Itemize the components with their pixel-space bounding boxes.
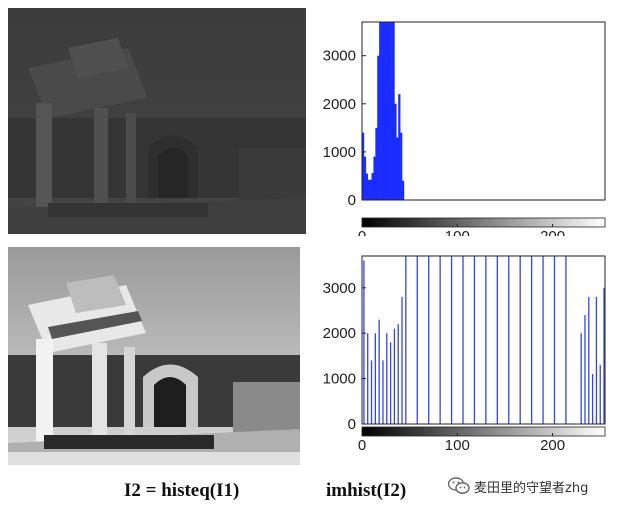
y-tick-label: 3000 bbox=[323, 48, 356, 65]
x-tick-label: 0 bbox=[358, 228, 366, 236]
hist-bar bbox=[388, 22, 391, 200]
hist-bar bbox=[396, 137, 399, 200]
axes-box bbox=[361, 21, 606, 201]
hist-bar bbox=[384, 22, 388, 200]
y-tick-label: 0 bbox=[348, 416, 356, 433]
hist-bar bbox=[369, 179, 372, 200]
hist-background bbox=[310, 8, 615, 236]
histogram-equalized: 0 1000 2000 3000 0 100 200 bbox=[310, 243, 615, 471]
hist-bar bbox=[400, 132, 403, 200]
caption-imhist: imhist(I2) bbox=[326, 480, 407, 501]
hist-bar bbox=[362, 132, 365, 200]
hist-bar bbox=[379, 22, 382, 200]
y-tick-label: 0 bbox=[348, 192, 356, 209]
hist-bar bbox=[375, 127, 378, 200]
hist-bar bbox=[398, 94, 401, 200]
equalized-image bbox=[8, 247, 300, 465]
hist-bar bbox=[381, 22, 384, 200]
hist-bar bbox=[390, 22, 393, 200]
x-tick-label: 200 bbox=[540, 437, 565, 454]
axes-box bbox=[361, 255, 606, 425]
watermark: 麦田里的守望者zhg bbox=[448, 475, 588, 497]
x-tick-label: 0 bbox=[358, 437, 366, 454]
hist-bar bbox=[382, 22, 386, 200]
colorbar bbox=[361, 217, 606, 228]
wechat-icon bbox=[448, 477, 470, 494]
hist-bar bbox=[367, 179, 370, 200]
y-tick-label: 3000 bbox=[323, 280, 356, 297]
hist-bar bbox=[373, 156, 376, 200]
x-tick-label: 100 bbox=[445, 437, 470, 454]
caption-histeq: I2 = histeq(I1) bbox=[124, 480, 240, 501]
hist-bar bbox=[371, 173, 374, 200]
hist-bar bbox=[392, 22, 395, 200]
x-tick-label: 200 bbox=[540, 228, 565, 236]
hist-bar bbox=[402, 180, 405, 200]
hist-bar bbox=[377, 55, 380, 200]
colorbar bbox=[361, 426, 606, 437]
hist-bar bbox=[365, 173, 369, 200]
watermark-text: 麦田里的守望者zhg bbox=[474, 480, 589, 496]
hist-bar bbox=[394, 103, 397, 200]
original-image bbox=[8, 8, 306, 234]
y-tick-label: 1000 bbox=[323, 371, 356, 388]
y-tick-label: 2000 bbox=[323, 325, 356, 342]
y-tick-label: 2000 bbox=[323, 96, 356, 113]
hist-bar bbox=[386, 22, 389, 200]
x-tick-label: 100 bbox=[445, 228, 470, 236]
y-tick-label: 1000 bbox=[323, 144, 356, 161]
hist-bar bbox=[363, 156, 367, 200]
histogram-original: 0 1000 2000 3000 0 100 200 bbox=[310, 8, 615, 236]
